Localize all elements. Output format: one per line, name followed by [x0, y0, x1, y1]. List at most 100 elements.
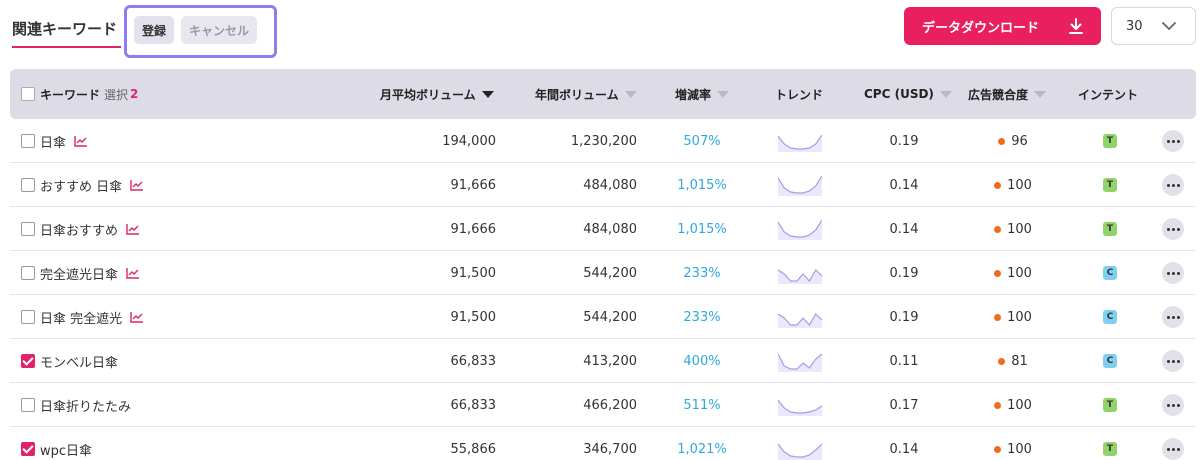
table-row[interactable]: 完全遮光日傘 91,500 544,200 233% 0.19 100 C: [10, 251, 1196, 295]
trend-chart-icon[interactable]: [126, 267, 140, 279]
trend-chart-icon[interactable]: [130, 179, 144, 191]
selection-actions-highlight: [124, 5, 277, 58]
keyword-cell[interactable]: 日傘折りたたみ: [40, 383, 131, 427]
keyword-text[interactable]: 日傘: [40, 135, 67, 151]
row-checkbox[interactable]: [21, 398, 35, 412]
more-options-icon[interactable]: [1162, 306, 1184, 328]
column-cpc[interactable]: CPC (USD): [864, 69, 952, 119]
cpc-cell: 0.14: [889, 441, 919, 457]
trend-cell: [770, 163, 830, 207]
row-checkbox[interactable]: [21, 310, 35, 324]
intent-badge: T: [1103, 178, 1117, 192]
keyword-cell[interactable]: モンベル日傘: [40, 339, 118, 383]
competition-value: 100: [1007, 221, 1032, 237]
sort-desc-icon[interactable]: [481, 90, 494, 98]
dot-icon: [1171, 139, 1175, 143]
row-checkbox[interactable]: [21, 442, 35, 456]
trend-chart-icon[interactable]: [126, 223, 140, 235]
more-options-icon[interactable]: [1162, 350, 1184, 372]
competition-value: 100: [1007, 441, 1032, 457]
cpc-cell: 0.17: [889, 397, 919, 413]
growth-cell: 233%: [683, 309, 721, 325]
sort-icon[interactable]: [624, 90, 637, 98]
table-row[interactable]: 日傘折りたたみ 66,833 466,200 511% 0.17 100 T: [10, 383, 1196, 427]
sort-icon[interactable]: [717, 90, 730, 98]
actions-cell: [1158, 427, 1188, 460]
trend-chart-icon[interactable]: [74, 135, 88, 147]
intent-badge: C: [1103, 310, 1117, 324]
cancel-button[interactable]: キャンセル: [181, 16, 257, 44]
cpc-cell: 0.19: [889, 265, 919, 281]
more-options-icon[interactable]: [1162, 130, 1184, 152]
keyword-cell[interactable]: 日傘 完全遮光: [40, 295, 144, 339]
competition-cell: 81: [978, 339, 1048, 383]
row-checkbox[interactable]: [21, 222, 35, 236]
selection-count: 2: [130, 87, 139, 101]
actions-cell: [1158, 207, 1188, 251]
more-options-icon[interactable]: [1162, 262, 1184, 284]
dot-icon: [1171, 271, 1175, 275]
row-checkbox[interactable]: [21, 178, 35, 192]
table-row[interactable]: モンベル日傘 66,833 413,200 400% 0.11 81 C: [10, 339, 1196, 383]
table-row[interactable]: 日傘おすすめ 91,666 484,080 1,015% 0.14 100 T: [10, 207, 1196, 251]
intent-cell: T: [1090, 383, 1130, 427]
trend-cell: [770, 383, 830, 427]
cpc-cell: 0.14: [889, 221, 919, 237]
trend-sparkline: [778, 175, 822, 196]
table-row[interactable]: 日傘 194,000 1,230,200 507% 0.19 96 T: [10, 119, 1196, 163]
column-growth[interactable]: 増減率: [675, 69, 730, 119]
more-options-icon[interactable]: [1162, 394, 1184, 416]
column-competition-label: 広告競合度: [968, 87, 1029, 102]
column-growth-label: 増減率: [675, 87, 712, 102]
dot-icon: [1166, 227, 1170, 231]
keyword-cell[interactable]: おすすめ 日傘: [40, 163, 144, 207]
yearly-volume-cell: 484,080: [583, 221, 637, 237]
table-row[interactable]: 日傘 完全遮光 91,500 544,200 233% 0.19 100 C: [10, 295, 1196, 339]
keyword-text[interactable]: 日傘折りたたみ: [40, 399, 132, 415]
trend-sparkline: [778, 399, 822, 416]
yearly-volume-cell: 544,200: [583, 309, 637, 325]
monthly-volume-cell: 66,833: [450, 397, 497, 413]
actions-cell: [1158, 251, 1188, 295]
growth-cell: 511%: [683, 397, 721, 413]
keyword-text[interactable]: 完全遮光日傘: [40, 267, 119, 283]
more-options-icon[interactable]: [1162, 438, 1184, 460]
competition-dot-icon: [994, 225, 1002, 233]
column-yearly-volume[interactable]: 年間ボリューム: [535, 69, 637, 119]
sort-icon[interactable]: [939, 90, 952, 98]
row-checkbox[interactable]: [21, 134, 35, 148]
data-download-button[interactable]: データダウンロード: [904, 7, 1101, 45]
dot-icon: [1171, 447, 1175, 451]
monthly-volume-cell: 194,000: [442, 133, 496, 149]
table-row[interactable]: wpc日傘 55,866 346,700 1,021% 0.14 100 T: [10, 427, 1196, 460]
more-options-icon[interactable]: [1162, 218, 1184, 240]
sort-icon[interactable]: [1034, 90, 1047, 98]
keyword-text[interactable]: 日傘おすすめ: [40, 223, 119, 239]
table-row[interactable]: おすすめ 日傘 91,666 484,080 1,015% 0.14 100 T: [10, 163, 1196, 207]
register-button[interactable]: 登録: [134, 16, 174, 44]
keyword-cell[interactable]: 完全遮光日傘: [40, 251, 140, 295]
column-monthly-volume[interactable]: 月平均ボリューム: [380, 69, 494, 119]
select-all-checkbox[interactable]: [21, 87, 35, 101]
intent-cell: C: [1090, 339, 1130, 383]
keyword-cell[interactable]: wpc日傘: [40, 427, 92, 460]
chevron-down-icon: [1162, 22, 1176, 30]
keyword-cell[interactable]: 日傘: [40, 119, 88, 163]
monthly-volume-cell: 55,866: [450, 441, 497, 457]
row-checkbox[interactable]: [21, 354, 35, 368]
page-size-select[interactable]: 30: [1111, 7, 1196, 45]
section-title[interactable]: 関連キーワード: [12, 20, 118, 38]
keyword-text[interactable]: モンベル日傘: [40, 355, 119, 371]
keyword-text[interactable]: 日傘 完全遮光: [40, 311, 123, 327]
more-options-icon[interactable]: [1162, 174, 1184, 196]
competition-cell: 96: [978, 119, 1048, 163]
keyword-text[interactable]: おすすめ 日傘: [40, 179, 123, 195]
dot-icon: [1176, 227, 1180, 231]
trend-chart-icon[interactable]: [130, 311, 144, 323]
actions-cell: [1158, 339, 1188, 383]
growth-cell: 400%: [683, 353, 721, 369]
keyword-text[interactable]: wpc日傘: [40, 443, 93, 459]
keyword-cell[interactable]: 日傘おすすめ: [40, 207, 140, 251]
row-checkbox[interactable]: [21, 266, 35, 280]
column-competition[interactable]: 広告競合度: [968, 69, 1047, 119]
